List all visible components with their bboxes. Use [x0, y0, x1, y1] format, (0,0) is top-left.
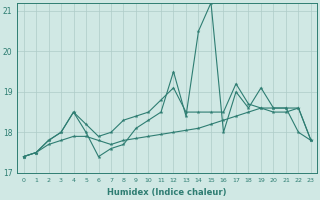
X-axis label: Humidex (Indice chaleur): Humidex (Indice chaleur): [108, 188, 227, 197]
